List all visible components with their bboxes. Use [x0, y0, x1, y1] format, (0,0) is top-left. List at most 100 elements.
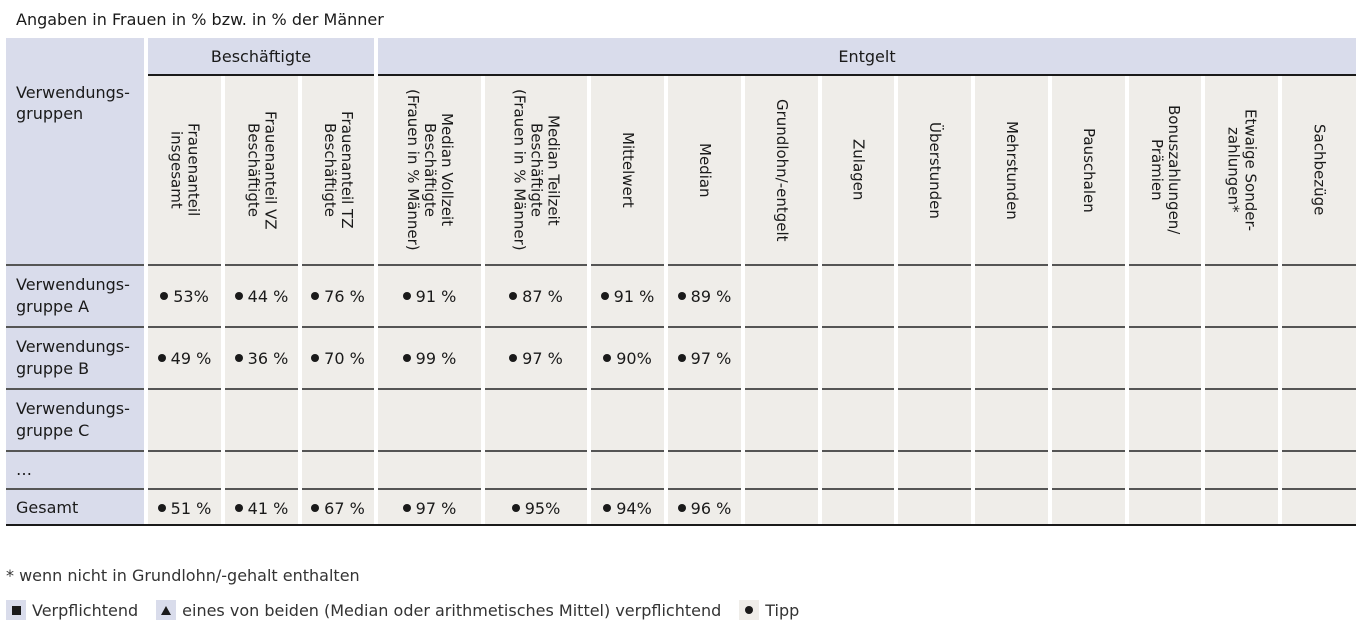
row-label: Verwendungs- gruppe B: [6, 326, 144, 388]
table-cell: [898, 264, 971, 326]
table-cell: [822, 488, 894, 526]
cell-value: 67 %: [324, 498, 365, 518]
column-header-label: Zulagen: [849, 139, 868, 201]
dot-icon: [402, 292, 411, 300]
column-header: Grundlohn/-entgelt: [745, 76, 818, 264]
row-header: Verwendungs- gruppen: [6, 38, 144, 264]
table-cell: [1052, 488, 1125, 526]
dot-icon: [600, 292, 609, 300]
cell-value: 91 %: [613, 286, 655, 306]
cell-value: 95%: [524, 498, 561, 518]
column-header: Sachbezüge: [1282, 76, 1356, 264]
dot-icon: [234, 292, 243, 300]
dot-icon: [311, 292, 320, 300]
table-cell: 49 %: [148, 326, 221, 388]
legend-label: Tipp: [765, 600, 800, 620]
footnote: * wenn nicht in Grundlohn/-gehalt enthal…: [6, 566, 360, 585]
column-header-label: Median Vollzeit Beschäftigte (Frauen in …: [404, 89, 456, 251]
table-cell: [745, 488, 818, 526]
table-cell: [485, 450, 587, 488]
column-header-label: Frauenanteil insgesamt: [167, 123, 203, 217]
legend-item-tip: Tipp: [739, 600, 799, 620]
table-cell: [1282, 326, 1356, 388]
column-header: Etwaige Sonder- zahlungen*: [1205, 76, 1278, 264]
caption: Angaben in Frauen in % bzw. in % der Män…: [16, 10, 384, 29]
table-cell: [745, 388, 818, 450]
table-cell: [485, 388, 587, 450]
table-cell: [975, 388, 1048, 450]
table-cell: 51 %: [148, 488, 221, 526]
table-cell: [898, 450, 971, 488]
column-header: Median Teilzeit Beschäftigte (Frauen in …: [485, 76, 587, 264]
group-header-beschaeftigte: Beschäftigte: [148, 38, 374, 76]
table-cell: [302, 388, 374, 450]
table-cell: [1282, 264, 1356, 326]
table-cell: 91 %: [378, 264, 481, 326]
column-header: Median: [668, 76, 741, 264]
table-cell: 94%: [591, 488, 664, 526]
table-cell: [1282, 388, 1356, 450]
table-cell: [1052, 326, 1125, 388]
table-cell: [668, 388, 741, 450]
table-cell: [975, 326, 1048, 388]
table-cell: 87 %: [485, 264, 587, 326]
row-label: Verwendungs- gruppe A: [6, 264, 144, 326]
column-header: Frauenanteil VZ Beschäftigte: [225, 76, 298, 264]
table-cell: [591, 450, 664, 488]
cell-value: 96 %: [690, 498, 732, 518]
cell-value: 70 %: [324, 348, 365, 368]
dot-icon: [509, 354, 518, 362]
legend-label: eines von beiden (Median oder arithmetis…: [182, 600, 722, 620]
table-cell: [1052, 450, 1125, 488]
cell-value: 94%: [616, 498, 652, 518]
legend: Verpflichtend eines von beiden (Median o…: [6, 600, 817, 620]
triangle-icon: [156, 600, 177, 620]
cell-value: 36 %: [247, 348, 289, 368]
table-cell: [822, 326, 894, 388]
column-header: Mittelwert: [591, 76, 664, 264]
legend-item-mandatory: Verpflichtend: [6, 600, 138, 620]
table-cell: 44 %: [225, 264, 298, 326]
dot-icon: [677, 292, 686, 300]
table-cell: [378, 388, 481, 450]
cell-value: 97 %: [522, 348, 563, 368]
dot-icon: [157, 354, 166, 362]
dot-icon: [311, 504, 320, 512]
data-table: Verwendungs- gruppen Beschäftigte Entgelt F…: [6, 38, 1356, 526]
column-header-label: Grundlohn/-entgelt: [773, 98, 791, 242]
table-cell: 76 %: [302, 264, 374, 326]
table-cell: [1205, 488, 1278, 526]
table-cell: [302, 450, 374, 488]
table-cell: [668, 450, 741, 488]
column-header-label: Sachbezüge: [1310, 124, 1329, 216]
cell-value: 97 %: [690, 348, 732, 368]
table-cell: [225, 450, 298, 488]
table-cell: 95%: [485, 488, 587, 526]
table-cell: 67 %: [302, 488, 374, 526]
column-header-label: Etwaige Sonder- zahlungen*: [1224, 108, 1260, 232]
table-cell: [1129, 450, 1201, 488]
column-header-label: Bonuszahlungen/ Prämien: [1148, 105, 1183, 235]
table-cell: [898, 326, 971, 388]
table-cell: 97 %: [668, 326, 741, 388]
table-cell: 70 %: [302, 326, 374, 388]
column-header-label: Mittelwert: [619, 132, 637, 208]
dot-icon: [311, 354, 320, 362]
row-label: Verwendungs- gruppe C: [6, 388, 144, 450]
column-header: Mehrstunden: [975, 76, 1048, 264]
dot-icon: [234, 504, 243, 512]
column-header: Überstunden: [898, 76, 971, 264]
column-header-label: Pauschalen: [1080, 127, 1098, 213]
cell-value: 90%: [616, 348, 652, 368]
column-header: Pauschalen: [1052, 76, 1125, 264]
cell-value: 53%: [173, 286, 209, 306]
table-cell: [745, 450, 818, 488]
table-cell: [898, 388, 971, 450]
table-cell: 99 %: [378, 326, 481, 388]
cell-value: 49 %: [170, 348, 212, 368]
table-cell: 90%: [591, 326, 664, 388]
legend-label: Verpflichtend: [32, 600, 139, 620]
table-cell: 96 %: [668, 488, 741, 526]
table-cell: [591, 388, 664, 450]
table-cell: [1205, 326, 1278, 388]
